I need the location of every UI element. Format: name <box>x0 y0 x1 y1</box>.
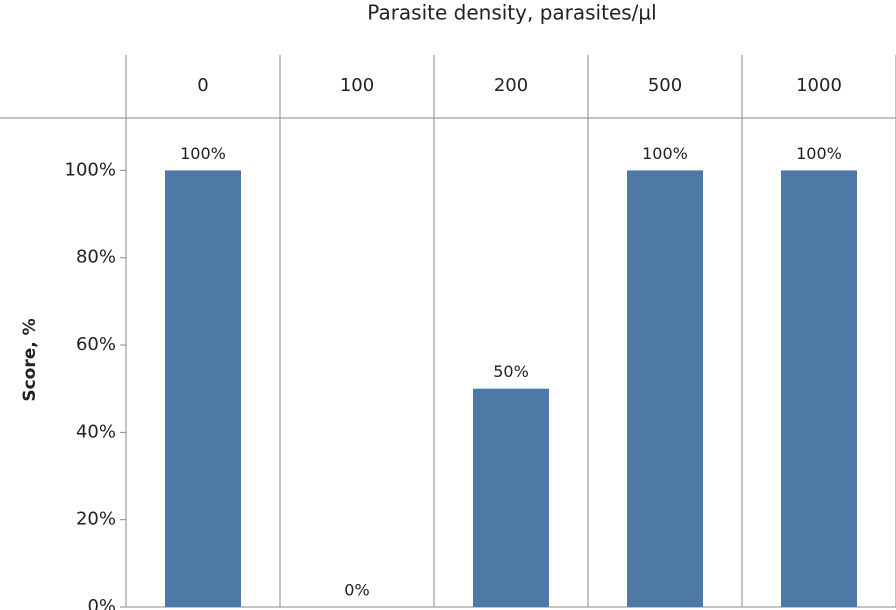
x-tick-label: 200 <box>494 75 528 96</box>
bar <box>473 388 549 607</box>
bar <box>627 170 703 607</box>
bar <box>165 170 241 607</box>
data-label: 100% <box>642 144 688 163</box>
data-label: 50% <box>493 362 529 381</box>
x-tick-label: 1000 <box>796 75 842 96</box>
x-tick-label: 0 <box>197 75 208 96</box>
chart-title: Parasite density, parasites/µl <box>367 1 656 25</box>
x-tick-label: 100 <box>340 75 374 96</box>
y-axis-label: Score, % <box>20 318 40 401</box>
y-tick-label: 0% <box>87 596 116 610</box>
data-label: 100% <box>796 144 842 163</box>
data-label: 100% <box>180 144 226 163</box>
y-tick-label: 20% <box>76 509 116 530</box>
x-tick-label: 500 <box>648 75 682 96</box>
bar <box>781 170 857 607</box>
y-tick-label: 60% <box>76 334 116 355</box>
y-tick-label: 80% <box>76 247 116 268</box>
y-tick-label: 100% <box>65 159 116 180</box>
data-label: 0% <box>344 581 369 600</box>
y-tick-label: 40% <box>76 421 116 442</box>
